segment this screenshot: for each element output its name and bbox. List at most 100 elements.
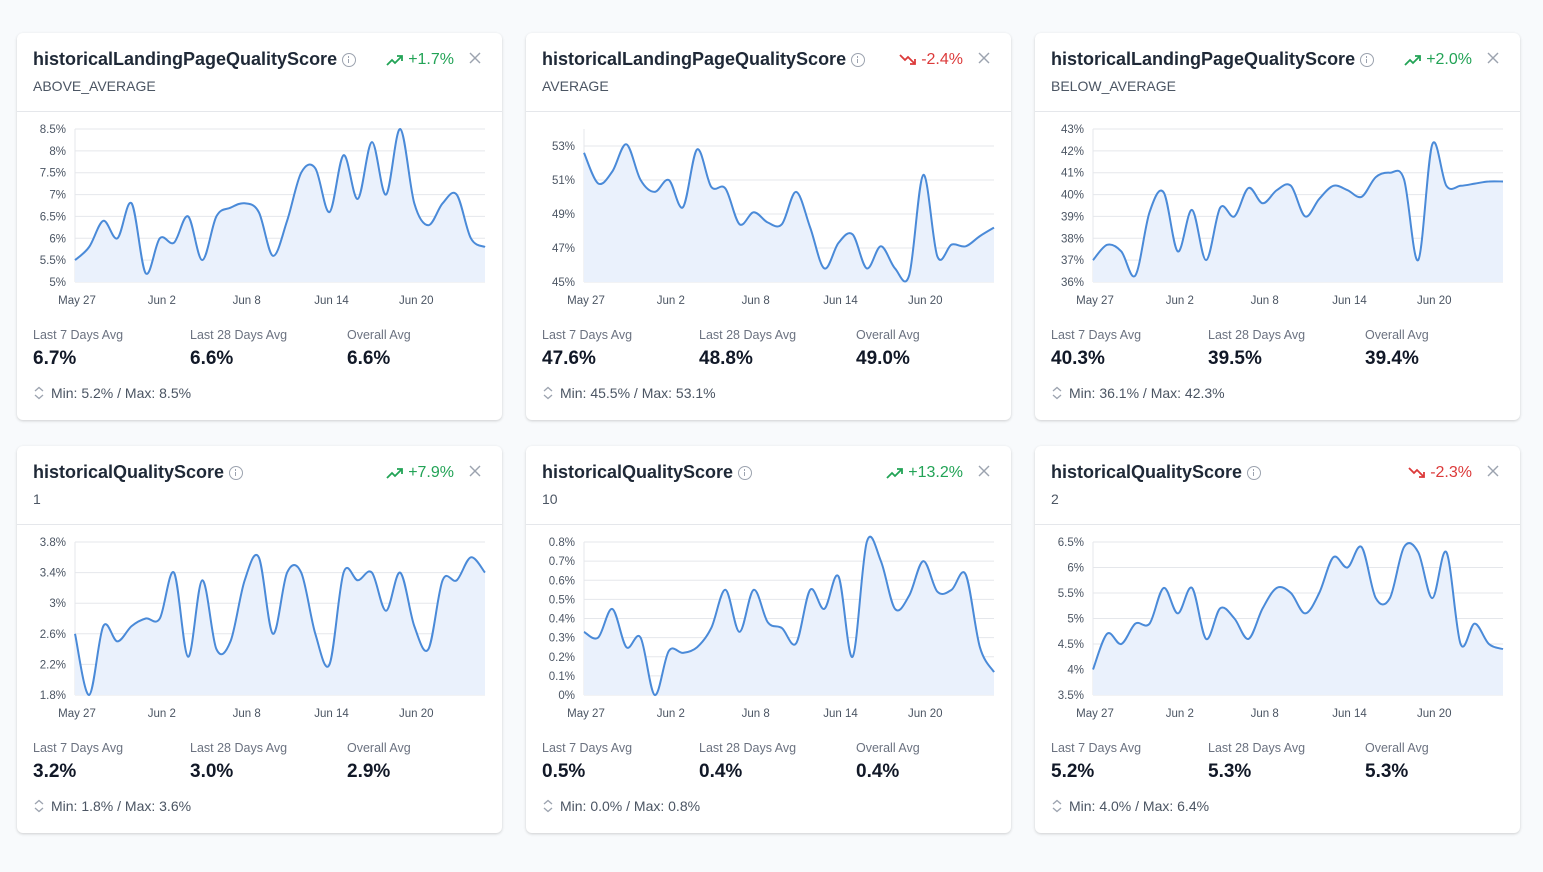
- data-point[interactable]: [468, 235, 474, 241]
- data-point[interactable]: [1246, 636, 1252, 642]
- data-point[interactable]: [1118, 641, 1124, 647]
- data-point[interactable]: [199, 577, 205, 583]
- data-point[interactable]: [326, 661, 332, 667]
- data-point[interactable]: [1486, 178, 1492, 184]
- data-point[interactable]: [440, 200, 446, 206]
- data-point[interactable]: [1118, 248, 1124, 254]
- data-point[interactable]: [737, 221, 743, 227]
- data-point[interactable]: [425, 646, 431, 652]
- data-point[interactable]: [864, 265, 870, 271]
- data-point[interactable]: [100, 623, 106, 629]
- data-point[interactable]: [185, 654, 191, 660]
- data-point[interactable]: [666, 177, 672, 183]
- data-point[interactable]: [397, 570, 403, 576]
- data-point[interactable]: [821, 606, 827, 612]
- data-point[interactable]: [369, 570, 375, 576]
- data-point[interactable]: [1090, 257, 1096, 263]
- data-point[interactable]: [242, 200, 248, 206]
- data-point[interactable]: [355, 196, 361, 202]
- data-point[interactable]: [1217, 205, 1223, 211]
- data-point[interactable]: [1344, 565, 1350, 571]
- data-point[interactable]: [1132, 621, 1138, 627]
- data-point[interactable]: [1246, 185, 1252, 191]
- data-point[interactable]: [835, 573, 841, 579]
- data-point[interactable]: [694, 146, 700, 152]
- data-point[interactable]: [722, 186, 728, 192]
- data-point[interactable]: [86, 692, 92, 698]
- data-point[interactable]: [694, 644, 700, 650]
- data-point[interactable]: [793, 189, 799, 195]
- data-point[interactable]: [228, 205, 234, 211]
- data-point[interactable]: [1203, 636, 1209, 642]
- data-point[interactable]: [440, 577, 446, 583]
- data-point[interactable]: [312, 165, 318, 171]
- data-point[interactable]: [722, 587, 728, 593]
- data-point[interactable]: [1316, 196, 1322, 202]
- data-point[interactable]: [821, 265, 827, 271]
- data-point[interactable]: [341, 152, 347, 158]
- data-point[interactable]: [1359, 194, 1365, 200]
- data-point[interactable]: [171, 240, 177, 246]
- data-point[interactable]: [977, 644, 983, 650]
- data-point[interactable]: [949, 242, 955, 248]
- data-point[interactable]: [1458, 183, 1464, 189]
- data-point[interactable]: [850, 231, 856, 237]
- data-point[interactable]: [1500, 178, 1506, 184]
- data-point[interactable]: [765, 619, 771, 625]
- data-point[interactable]: [482, 570, 488, 576]
- close-icon[interactable]: [977, 464, 991, 478]
- data-point[interactable]: [411, 623, 417, 629]
- data-point[interactable]: [454, 192, 460, 198]
- info-icon[interactable]: [738, 465, 753, 480]
- data-point[interactable]: [977, 233, 983, 239]
- data-point[interactable]: [284, 218, 290, 224]
- data-point[interactable]: [72, 257, 78, 263]
- data-point[interactable]: [1415, 549, 1421, 555]
- data-point[interactable]: [411, 200, 417, 206]
- data-point[interactable]: [1316, 590, 1322, 596]
- data-point[interactable]: [807, 587, 813, 593]
- data-point[interactable]: [765, 220, 771, 226]
- data-point[interactable]: [680, 650, 686, 656]
- data-point[interactable]: [228, 638, 234, 644]
- data-point[interactable]: [1203, 257, 1209, 263]
- data-point[interactable]: [864, 539, 870, 545]
- data-point[interactable]: [185, 213, 191, 219]
- data-point[interactable]: [397, 126, 403, 132]
- data-point[interactable]: [623, 644, 629, 650]
- data-point[interactable]: [1175, 610, 1181, 616]
- data-point[interactable]: [638, 635, 644, 641]
- data-point[interactable]: [326, 209, 332, 215]
- data-point[interactable]: [581, 150, 587, 156]
- data-point[interactable]: [284, 570, 290, 576]
- data-point[interactable]: [1472, 181, 1478, 187]
- data-point[interactable]: [1415, 257, 1421, 263]
- data-point[interactable]: [1373, 595, 1379, 601]
- data-point[interactable]: [157, 616, 163, 622]
- data-point[interactable]: [878, 558, 884, 564]
- data-point[interactable]: [652, 692, 658, 698]
- data-point[interactable]: [86, 244, 92, 250]
- data-point[interactable]: [341, 570, 347, 576]
- data-point[interactable]: [1344, 187, 1350, 193]
- data-point[interactable]: [807, 225, 813, 231]
- data-point[interactable]: [468, 554, 474, 560]
- data-point[interactable]: [298, 170, 304, 176]
- data-point[interactable]: [129, 200, 135, 206]
- data-point[interactable]: [1373, 174, 1379, 180]
- data-point[interactable]: [737, 629, 743, 635]
- data-point[interactable]: [482, 244, 488, 250]
- data-point[interactable]: [1104, 631, 1110, 637]
- data-point[interactable]: [143, 270, 149, 276]
- data-point[interactable]: [256, 554, 262, 560]
- data-point[interactable]: [934, 589, 940, 595]
- close-icon[interactable]: [977, 51, 991, 65]
- data-point[interactable]: [1161, 189, 1167, 195]
- data-point[interactable]: [934, 254, 940, 260]
- data-point[interactable]: [1274, 585, 1280, 591]
- close-icon[interactable]: [468, 464, 482, 478]
- data-point[interactable]: [892, 606, 898, 612]
- data-point[interactable]: [949, 587, 955, 593]
- data-point[interactable]: [1231, 213, 1237, 219]
- data-point[interactable]: [425, 222, 431, 228]
